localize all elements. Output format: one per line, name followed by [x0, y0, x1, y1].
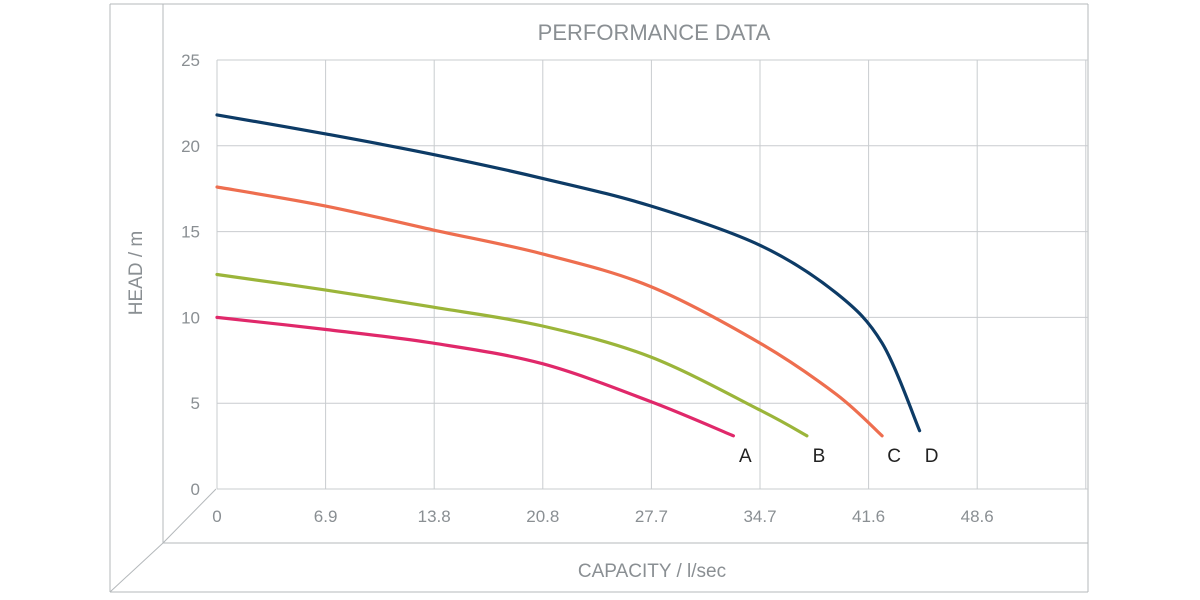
y-axis-ticks: 0 5 10 15 20 25	[181, 51, 200, 499]
y-tick-label: 20	[181, 137, 200, 156]
curve-label-b: B	[813, 446, 826, 467]
y-axis-label: HEAD / m	[126, 231, 147, 315]
y-tick-label: 0	[191, 480, 200, 499]
curve-d	[215, 113, 922, 433]
curve-c	[215, 185, 884, 438]
curve-label-d: D	[925, 446, 939, 467]
y-tick-label: 25	[181, 51, 200, 70]
curve-b	[215, 272, 809, 438]
performance-curves	[215, 113, 922, 438]
curve-label-a: A	[739, 446, 752, 467]
x-tick-label: 27.7	[635, 507, 668, 526]
x-axis-ticks: 0 6.9 13.8 20.8 27.7 34.7 41.6 48.6	[212, 507, 993, 526]
grid	[216, 59, 1088, 490]
x-tick-label: 34.7	[743, 507, 776, 526]
x-tick-label: 20.8	[526, 507, 559, 526]
y-tick-label: 5	[191, 394, 200, 413]
y-tick-label: 15	[181, 223, 200, 242]
x-tick-label: 13.8	[418, 507, 451, 526]
frame-diagonal-left	[109, 542, 164, 593]
y-tick-label: 10	[181, 308, 200, 327]
curve-labels: A B C D	[739, 446, 938, 467]
curve-label-c: C	[887, 446, 901, 467]
chart-title: PERFORMANCE DATA	[538, 20, 771, 45]
x-tick-label: 6.9	[314, 507, 338, 526]
x-tick-label: 41.6	[852, 507, 885, 526]
x-tick-label: 48.6	[961, 507, 994, 526]
x-tick-label: 0	[212, 507, 221, 526]
curve-a	[215, 315, 735, 438]
x-axis-label: CAPACITY / l/sec	[578, 561, 726, 582]
frame-diagonal-inner	[162, 488, 217, 544]
